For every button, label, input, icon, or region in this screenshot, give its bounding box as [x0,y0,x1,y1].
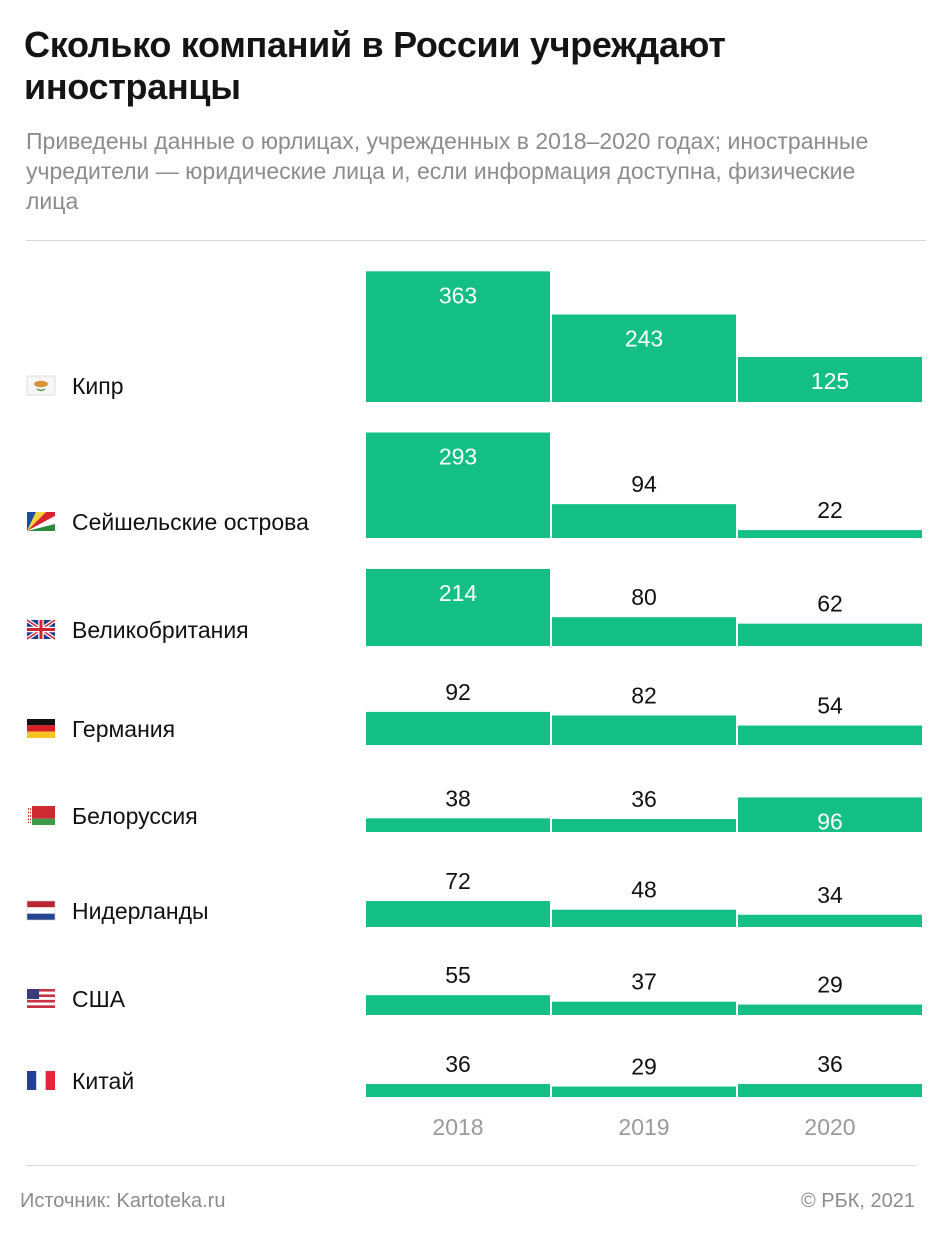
data-label: 214 [439,580,478,606]
netherlands-flag-icon [26,900,56,921]
chart-subtitle: Приведены данные о юрлицах, учрежденных … [26,128,869,214]
data-label: 62 [817,591,843,617]
bar-2018 [366,1084,550,1097]
bar-2018 [366,901,550,927]
bar-2020 [738,1004,922,1015]
source-note: Источник: Kartoteka.ru [20,1190,226,1212]
uk-flag-icon [25,618,57,641]
x-tick-label: 2019 [618,1114,669,1140]
seychelles-flag-icon [27,512,55,531]
bar-2020 [738,797,922,832]
bar-2020 [738,530,922,538]
bar-2019 [552,909,736,927]
bar-2018 [366,432,550,538]
germany-flag-icon [27,719,55,738]
data-label: 29 [817,972,843,998]
x-tick-label: 2020 [804,1114,855,1140]
bar-2018 [366,271,550,402]
data-label: 36 [445,1051,471,1077]
france-flag-icon [27,1071,55,1090]
country-label: Великобритания [72,617,249,643]
chart-title: Сколько компаний в России учреждают инос… [24,24,726,107]
cyprus-flag-icon [26,375,56,396]
country-label: Белоруссия [72,803,198,829]
data-label: 55 [445,962,471,988]
data-label: 34 [817,882,843,908]
belarus-flag-icon [27,806,55,825]
bar-2020 [738,914,922,927]
data-label: 72 [445,868,471,894]
top-divider [26,240,926,241]
data-label: 125 [811,368,849,394]
bottom-divider [26,1165,916,1166]
data-label: 38 [445,785,471,811]
data-label: 48 [631,877,657,903]
country-label: Нидерланды [72,898,209,924]
data-label: 54 [817,693,843,719]
country-label: Сейшельские острова [72,509,309,535]
bar-2020 [738,725,922,745]
data-label: 82 [631,682,657,708]
bar-2019 [552,314,736,402]
data-label: 36 [631,786,657,812]
bar-2019 [552,1001,736,1015]
data-label: 92 [445,679,471,705]
data-label: 36 [817,1051,843,1077]
data-label: 243 [625,326,663,352]
data-label: 80 [631,584,657,610]
bar-2020 [738,623,922,646]
country-label: Китай [72,1068,134,1094]
data-label: 94 [631,471,657,497]
bar-2019 [552,504,736,538]
bar-2018 [366,568,550,646]
copyright-note: © РБК, 2021 [800,1190,915,1212]
bar-2019 [552,819,736,832]
data-label: 29 [631,1054,657,1080]
data-label: 293 [439,444,477,470]
data-label: 96 [817,808,843,834]
country-label: США [72,986,126,1012]
data-label: 363 [439,282,477,308]
bar-2019 [552,617,736,646]
data-label: 22 [817,497,843,523]
bar-2018 [366,711,550,745]
bar-2018 [366,995,550,1015]
bar-2018 [366,818,550,832]
country-label: Германия [72,716,175,742]
bar-2020 [738,357,922,402]
country-label: Кипр [72,373,124,399]
bar-2020 [738,1084,922,1097]
bar-2019 [552,715,736,745]
data-label: 37 [631,969,657,995]
x-tick-label: 2018 [432,1114,483,1140]
bar-2019 [552,1086,736,1097]
usa-flag-icon [27,989,55,1008]
